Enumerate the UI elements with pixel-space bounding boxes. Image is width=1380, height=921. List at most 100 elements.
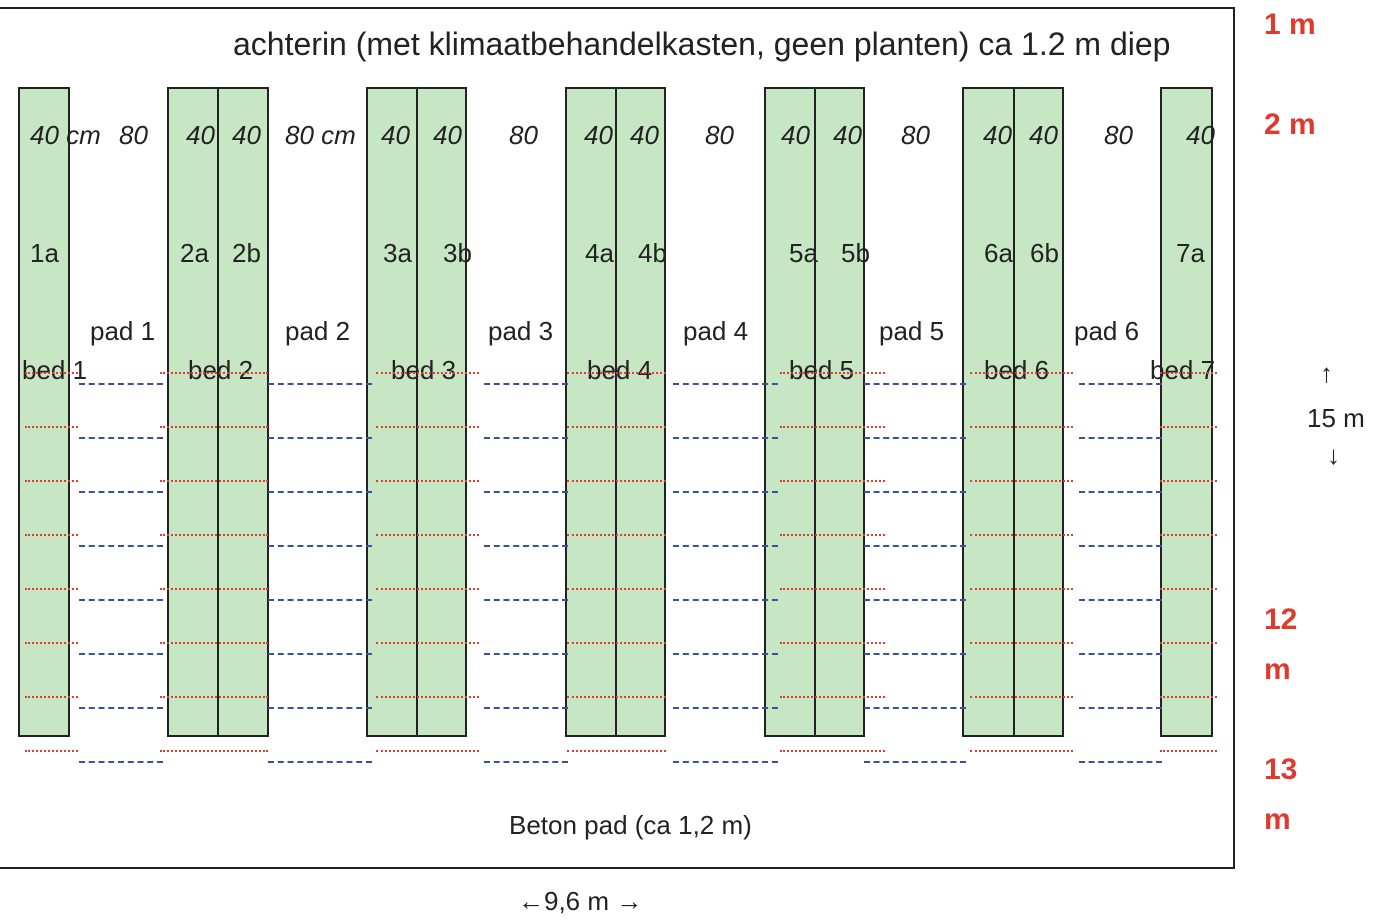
bed-row-marker [780, 588, 885, 590]
width-label: 40 [186, 120, 215, 150]
path-row-marker [673, 599, 778, 601]
width-label: 80 [509, 120, 538, 150]
bed-row-marker [376, 480, 479, 482]
path-row-marker [1079, 707, 1162, 709]
bed-row-marker [780, 642, 885, 644]
bed-row-marker [376, 372, 479, 374]
bed-row-marker [970, 372, 1073, 374]
bed-row-marker [1160, 372, 1217, 374]
bed-row-marker [376, 750, 479, 752]
bed-row-marker [780, 480, 885, 482]
bed-row-marker [160, 588, 268, 590]
side-mark-13m: 13 [1264, 753, 1298, 786]
path-row-marker [79, 383, 163, 385]
header-label: achterin (met klimaatbehandelkasten, gee… [233, 26, 1171, 62]
greenhouse-outline [0, 7, 1235, 869]
path-row-marker [484, 653, 568, 655]
path-label: pad 2 [285, 316, 351, 346]
path-row-marker [1079, 653, 1162, 655]
sub-bed-label: 4b [638, 238, 667, 268]
width-label: 80 [705, 120, 734, 150]
bed-row-marker [970, 534, 1073, 536]
bed-1 [18, 87, 70, 737]
bed-row-marker [25, 426, 78, 428]
bed-row-marker [25, 372, 78, 374]
bed-label: bed 2 [188, 355, 254, 385]
side-mark-13m-unit: m [1264, 803, 1291, 836]
path-row-marker [1079, 761, 1162, 763]
sub-bed-label: 6a [984, 238, 1013, 268]
path-row-marker [1079, 491, 1162, 493]
path-row-marker [1079, 599, 1162, 601]
bed-row-marker [567, 534, 666, 536]
sub-bed-label: 6b [1030, 238, 1059, 268]
bed-row-marker [25, 696, 78, 698]
width-label: 80 [1104, 120, 1133, 150]
sub-bed-label: 3a [383, 238, 412, 268]
bed-row-marker [376, 588, 479, 590]
bed-row-marker [780, 372, 885, 374]
bed-4-divider [615, 89, 617, 735]
sub-bed-label: 3b [443, 238, 472, 268]
path-row-marker [673, 707, 778, 709]
side-mark-12m: 12 [1264, 603, 1298, 636]
bed-row-marker [970, 696, 1073, 698]
bed-row-marker [160, 696, 268, 698]
bed-row-marker [970, 480, 1073, 482]
bed-label: bed 5 [789, 355, 855, 385]
bed-row-marker [567, 696, 666, 698]
length-dimension-label: 15 m [1307, 403, 1365, 433]
bed-row-marker [780, 750, 885, 752]
width-label: 40 [1029, 120, 1058, 150]
bed-row-marker [970, 426, 1073, 428]
path-row-marker [79, 437, 163, 439]
bed-3 [366, 87, 467, 737]
path-row-marker [864, 437, 966, 439]
bed-6-divider [1013, 89, 1015, 735]
path-row-marker [484, 491, 568, 493]
bed-row-marker [160, 480, 268, 482]
bed-row-marker [970, 642, 1073, 644]
side-mark-1m: 1 m [1264, 8, 1316, 41]
path-row-marker [268, 707, 372, 709]
path-label: pad 5 [879, 316, 945, 346]
arrow-down-icon: ↓ [1327, 440, 1340, 470]
path-row-marker [673, 761, 778, 763]
bed-row-marker [1160, 426, 1217, 428]
bed-row-marker [25, 588, 78, 590]
bed-row-marker [1160, 588, 1217, 590]
bed-row-marker [567, 642, 666, 644]
path-row-marker [1079, 545, 1162, 547]
bed-6 [962, 87, 1064, 737]
bed-row-marker [780, 534, 885, 536]
path-row-marker [268, 383, 372, 385]
path-row-marker [268, 437, 372, 439]
width-label: 40 [630, 120, 659, 150]
bed-3-divider [416, 89, 418, 735]
sub-bed-label: 7a [1176, 238, 1205, 268]
sub-bed-label: 1a [30, 238, 59, 268]
bed-5 [764, 87, 865, 737]
path-label: pad 6 [1074, 316, 1140, 346]
bed-row-marker [376, 426, 479, 428]
path-row-marker [484, 761, 568, 763]
path-row-marker [484, 437, 568, 439]
path-row-marker [79, 491, 163, 493]
bed-2-divider [217, 89, 219, 735]
bed-row-marker [25, 534, 78, 536]
path-row-marker [79, 653, 163, 655]
bed-row-marker [1160, 750, 1217, 752]
path-row-marker [864, 599, 966, 601]
path-row-marker [864, 761, 966, 763]
bed-row-marker [970, 588, 1073, 590]
path-label: pad 3 [488, 316, 554, 346]
bed-2 [167, 87, 269, 737]
bed-row-marker [567, 426, 666, 428]
width-label: 40 [584, 120, 613, 150]
bed-row-marker [567, 750, 666, 752]
bed-5-divider [814, 89, 816, 735]
bed-row-marker [160, 642, 268, 644]
bed-row-marker [567, 372, 666, 374]
path-row-marker [864, 545, 966, 547]
width-label: 80 [901, 120, 930, 150]
